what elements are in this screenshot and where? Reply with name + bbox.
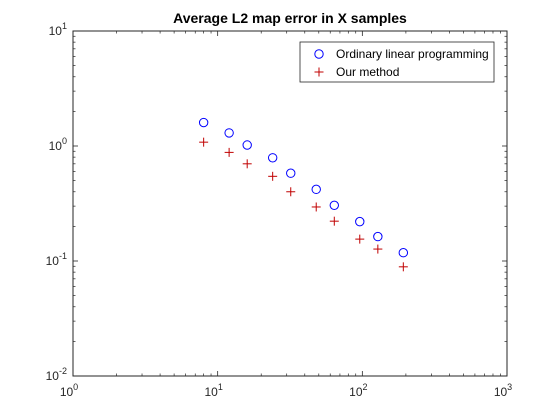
ordinary-lp-point <box>224 128 234 138</box>
legend-label-ordinary: Ordinary linear programming <box>336 47 489 61</box>
ordinary-lp-point <box>311 184 321 195</box>
ordinary-lp-point <box>373 231 383 242</box>
data-marks <box>198 117 409 272</box>
chart-title: Average L2 map error in X samples <box>173 10 407 26</box>
our-method-point <box>224 147 234 157</box>
plot-area <box>73 31 507 376</box>
our-method-point <box>199 137 209 147</box>
y-tick-label: 10-1 <box>46 251 67 268</box>
y-tick-label: 10-2 <box>46 366 67 383</box>
ordinary-lp-point <box>242 140 252 150</box>
our-method-point <box>311 202 321 212</box>
our-method-point <box>355 234 365 244</box>
our-method-point <box>242 159 252 169</box>
ordinary-lp-point <box>198 117 209 128</box>
ordinary-lp-point <box>398 248 409 258</box>
y-tick-label: 101 <box>49 21 67 38</box>
x-tick-label: 103 <box>494 382 512 399</box>
legend-box <box>299 41 495 83</box>
y-tick-label: 100 <box>49 136 67 153</box>
our-method-point <box>286 187 296 197</box>
our-method-point <box>373 244 383 254</box>
x-tick-label: 101 <box>204 382 222 399</box>
ordinary-lp-point <box>329 200 339 211</box>
legend-label-our-method: Our method <box>336 65 399 79</box>
legend-marker-circle <box>314 49 324 59</box>
our-method-point <box>398 262 408 272</box>
x-tick-label: 102 <box>349 382 367 399</box>
ordinary-lp-point <box>355 216 365 227</box>
our-method-point <box>329 216 339 226</box>
legend: Ordinary linear programming Our method <box>299 41 495 83</box>
x-tick-label: 100 <box>60 382 78 399</box>
legend-marker-plus <box>314 67 324 77</box>
ordinary-lp-point <box>286 168 296 178</box>
axes-box <box>72 30 508 377</box>
our-method-point <box>268 171 278 181</box>
ordinary-lp-point <box>267 153 278 163</box>
